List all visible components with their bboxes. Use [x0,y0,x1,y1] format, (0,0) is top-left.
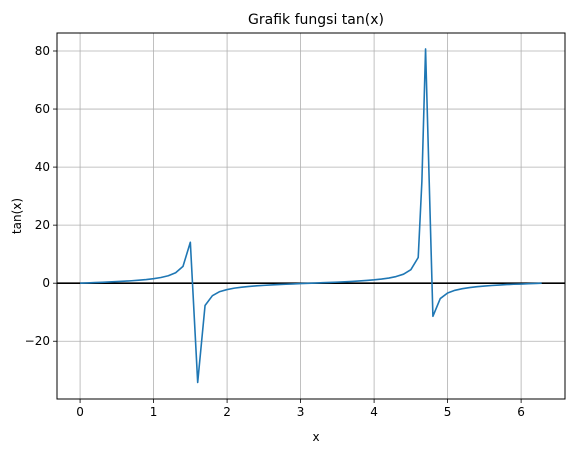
x-tick-label: 6 [517,405,525,419]
x-tick-label: 4 [370,405,378,419]
y-tick-label: −20 [25,334,50,348]
plot-frame [56,32,566,400]
y-tick-label: 20 [35,218,50,232]
x-tick-label: 1 [150,405,158,419]
y-tick-label: 80 [35,44,50,58]
x-tick-label: 2 [223,405,231,419]
y-tick-label: 60 [35,102,50,116]
series-line-tan [80,48,542,384]
y-axis-label: tan(x) [10,198,24,234]
x-axis-ticks: 0 1 2 3 4 5 6 [76,399,525,419]
series-group [80,48,542,384]
y-tick-label: 40 [35,160,50,174]
x-tick-label: 3 [297,405,305,419]
x-tick-label: 0 [76,405,84,419]
x-axis-label: x [312,430,319,444]
chart-title: Grafik fungsi tan(x) [248,12,384,28]
y-tick-label: 0 [42,276,50,290]
y-axis-ticks: −20 0 20 40 60 80 [25,44,57,348]
x-tick-label: 5 [444,405,452,419]
